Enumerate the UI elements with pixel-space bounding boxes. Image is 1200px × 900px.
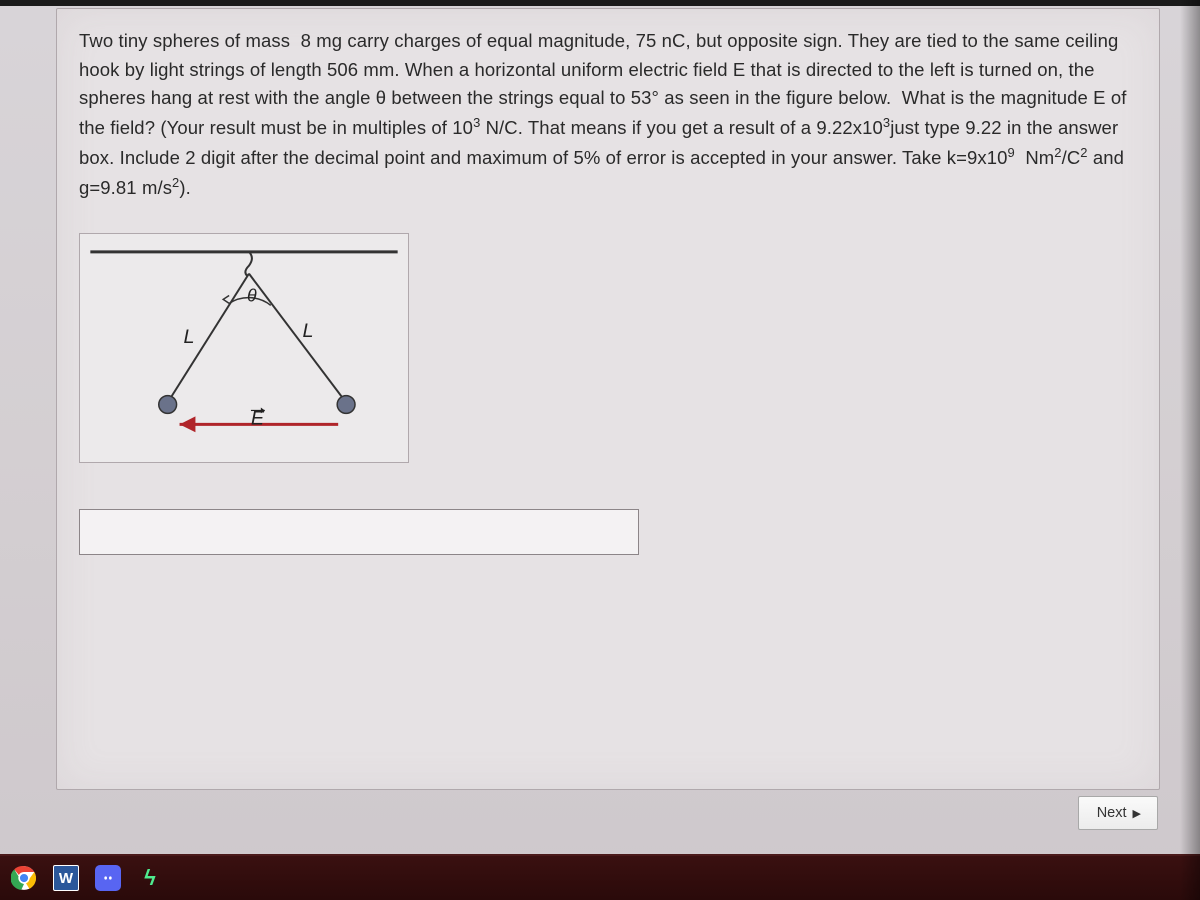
physics-diagram: θ L L E — [79, 233, 409, 463]
diagram-label-L-right: L — [302, 320, 313, 342]
diagram-label-L-left: L — [184, 326, 195, 348]
bolt-icon: ϟ — [137, 865, 163, 891]
taskbar-bolt-icon[interactable]: ϟ — [136, 864, 164, 892]
question-card: Two tiny spheres of mass 8 mg carry char… — [56, 8, 1160, 790]
question-text: Two tiny spheres of mass 8 mg carry char… — [79, 27, 1137, 203]
diagram-label-E: E — [251, 407, 265, 429]
monitor-vignette-right — [1180, 0, 1200, 900]
chrome-icon — [11, 865, 37, 891]
taskbar-discord-icon[interactable] — [94, 864, 122, 892]
diagram-string-left — [168, 273, 249, 402]
diagram-efield-arrow-head — [180, 416, 196, 432]
taskbar-chrome-icon[interactable] — [10, 864, 38, 892]
monitor-bezel-top — [0, 0, 1200, 6]
next-button[interactable]: Next ▶ — [1078, 796, 1158, 830]
chevron-right-icon: ▶ — [1133, 807, 1141, 820]
discord-icon — [95, 865, 121, 891]
diagram-svg: θ L L E — [80, 234, 408, 462]
taskbar: W ϟ — [0, 854, 1200, 900]
diagram-sphere-left — [159, 395, 177, 413]
next-button-label: Next — [1097, 805, 1127, 821]
word-icon: W — [53, 865, 79, 891]
answer-input[interactable] — [79, 509, 639, 555]
taskbar-word-icon[interactable]: W — [52, 864, 80, 892]
diagram-label-theta: θ — [247, 285, 257, 305]
diagram-hook — [245, 251, 252, 275]
diagram-sphere-right — [337, 395, 355, 413]
diagram-string-right — [249, 273, 346, 402]
screen-root: Two tiny spheres of mass 8 mg carry char… — [0, 0, 1200, 900]
diagram-angle-arrowhead — [223, 295, 229, 303]
